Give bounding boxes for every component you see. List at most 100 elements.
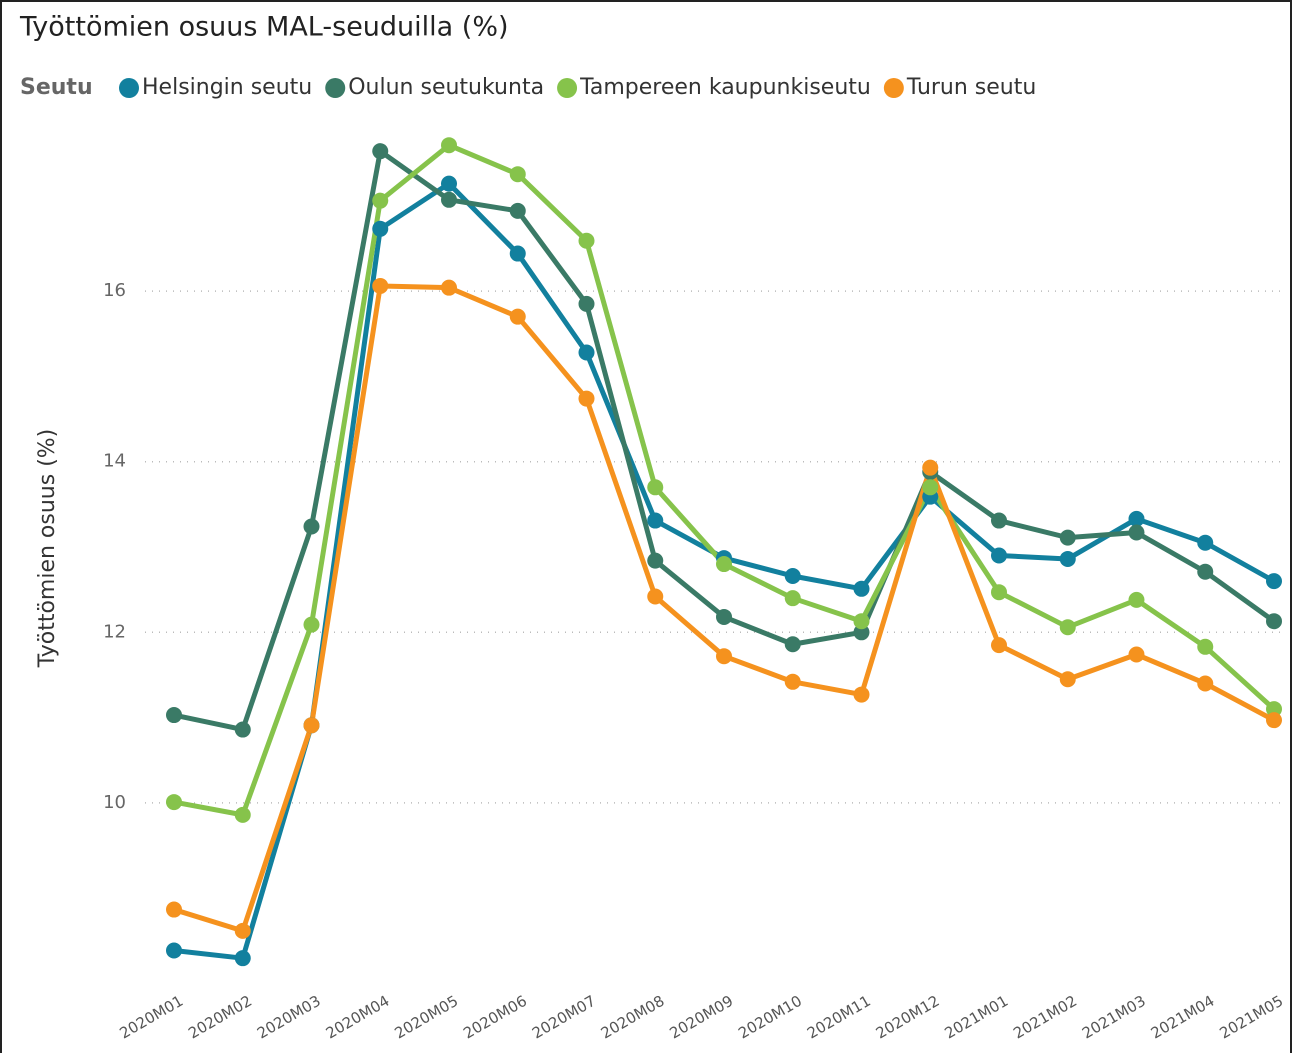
- data-point: [303, 518, 320, 535]
- x-tick-label: 2020M10: [735, 992, 805, 1043]
- legend-label: Oulun seutukunta: [348, 75, 544, 100]
- data-point: [1128, 591, 1145, 608]
- x-tick-label: 2020M01: [116, 992, 186, 1043]
- data-point: [509, 166, 526, 183]
- data-point: [234, 922, 251, 939]
- x-tick-label: 2020M02: [185, 992, 255, 1043]
- data-point: [991, 547, 1007, 564]
- legend: Seutu Helsingin seutu Oulun seutukunta Tam…: [20, 75, 1036, 100]
- data-point: [1266, 701, 1282, 718]
- data-point: [647, 479, 664, 496]
- data-point: [441, 137, 457, 154]
- data-point: [716, 648, 732, 665]
- data-point: [509, 202, 526, 219]
- data-point: [372, 192, 389, 209]
- legend-swatch: [325, 78, 346, 98]
- data-point: [1197, 638, 1214, 655]
- data-point: [716, 608, 732, 625]
- legend-title: Seutu: [20, 75, 93, 100]
- x-tick-label: 2021M05: [1216, 992, 1286, 1043]
- data-point: [303, 717, 320, 734]
- data-point: [1128, 646, 1145, 663]
- legend-label: Helsingin seutu: [142, 75, 312, 100]
- x-tick-label: 2020M08: [598, 992, 668, 1043]
- data-point: [1197, 534, 1214, 551]
- y-tick-label: 14: [103, 451, 126, 472]
- data-point: [166, 707, 182, 724]
- legend-swatch: [883, 78, 904, 98]
- x-tick-label: 2020M06: [460, 992, 530, 1043]
- x-tick-label: 2020M04: [323, 992, 393, 1043]
- series-line: [173, 142, 1276, 818]
- data-point: [166, 794, 182, 811]
- x-tick-label: 2020M12: [873, 992, 943, 1043]
- data-point: [853, 613, 870, 630]
- data-point: [509, 245, 526, 262]
- x-tick-label: 2021M01: [941, 992, 1011, 1043]
- data-point: [922, 459, 939, 476]
- data-point: [372, 277, 389, 294]
- data-point: [1128, 510, 1145, 527]
- x-tick-label: 2020M09: [666, 992, 736, 1043]
- data-point: [853, 686, 870, 703]
- x-tick-label: 2021M02: [1010, 992, 1080, 1043]
- data-point: [578, 344, 595, 361]
- data-point: [372, 143, 389, 160]
- data-point: [303, 616, 320, 633]
- data-point: [372, 220, 389, 237]
- data-point: [1266, 712, 1282, 729]
- data-point: [784, 636, 801, 653]
- x-tick-label: 2020M03: [254, 992, 324, 1043]
- data-point: [991, 637, 1007, 654]
- chart-title: Työttömien osuus MAL-seuduilla (%): [19, 12, 509, 43]
- data-point: [441, 191, 457, 208]
- y-axis-label: Työttömien osuus (%): [35, 429, 60, 669]
- data-point: [647, 588, 664, 605]
- data-point: [1197, 675, 1214, 692]
- data-point: [1266, 613, 1282, 630]
- data-point: [578, 295, 595, 312]
- data-point: [1059, 550, 1076, 567]
- data-point: [922, 479, 939, 496]
- data-point: [1059, 529, 1076, 546]
- data-point: [1197, 563, 1214, 580]
- y-tick-label: 10: [103, 792, 126, 813]
- y-tick-label: 16: [103, 280, 126, 301]
- data-point: [166, 942, 182, 959]
- legend-label: Turun seutu: [906, 75, 1036, 100]
- data-point: [234, 806, 251, 823]
- data-point: [784, 590, 801, 607]
- legend-label: Tampereen kaupunkiseutu: [579, 75, 871, 100]
- data-point: [1059, 619, 1076, 636]
- x-tick-label: 2021M04: [1148, 992, 1218, 1043]
- data-point: [1059, 671, 1076, 688]
- x-tick-label: 2020M11: [804, 992, 874, 1043]
- data-point: [509, 308, 526, 325]
- data-point: [441, 175, 457, 192]
- data-point: [853, 624, 870, 641]
- data-point: [991, 512, 1007, 529]
- x-tick-label: 2020M07: [529, 992, 599, 1043]
- data-point: [853, 580, 870, 597]
- data-point: [784, 568, 801, 585]
- data-point: [441, 279, 457, 296]
- legend-swatch: [119, 78, 139, 98]
- data-point: [1266, 573, 1282, 590]
- data-point: [578, 232, 595, 249]
- data-point: [647, 552, 664, 569]
- data-point: [234, 950, 251, 967]
- data-point: [716, 556, 732, 573]
- data-point: [784, 673, 801, 690]
- legend-swatch: [557, 78, 578, 98]
- data-point: [647, 512, 664, 529]
- x-tick-label: 2020M05: [391, 992, 461, 1043]
- data-point: [234, 721, 251, 738]
- data-point: [1128, 524, 1145, 541]
- data-point: [578, 390, 595, 407]
- y-tick-label: 12: [103, 621, 126, 642]
- data-point: [991, 584, 1007, 601]
- x-tick-label: 2021M03: [1079, 992, 1149, 1043]
